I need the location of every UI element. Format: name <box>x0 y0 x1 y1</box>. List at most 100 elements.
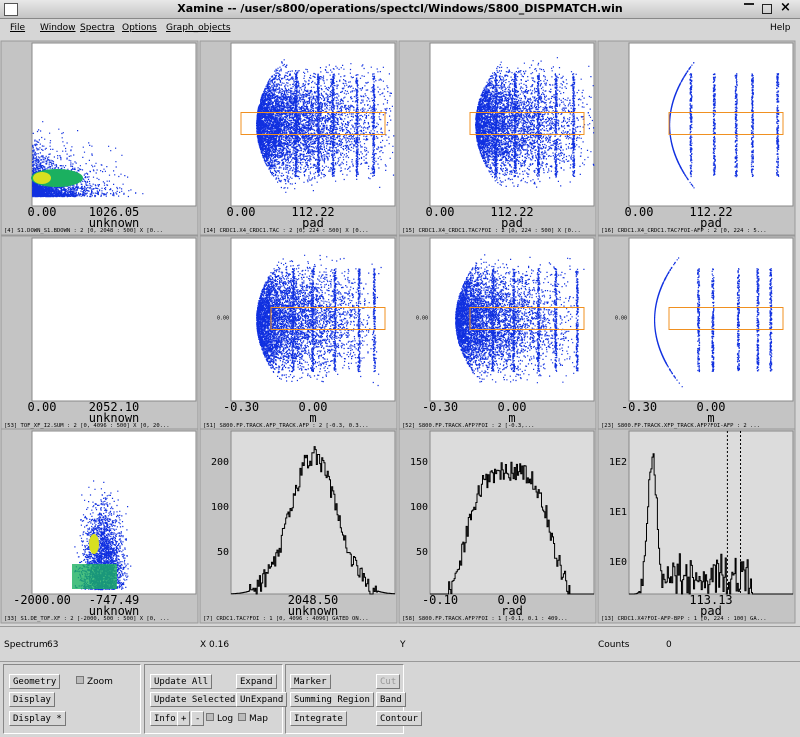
scatter <box>736 268 740 372</box>
scatter <box>513 73 517 177</box>
x-tick-label: -0.30 <box>422 400 458 414</box>
menu-item[interactable]: Window <box>40 23 76 33</box>
density <box>72 564 117 589</box>
scatter <box>256 59 395 193</box>
menu-item[interactable]: Options <box>122 23 157 33</box>
y-tick-label: 50 <box>416 547 428 558</box>
plot-content <box>629 431 793 595</box>
scatter <box>316 73 320 177</box>
scatter <box>554 73 558 177</box>
menu-item[interactable]: File <box>10 23 26 33</box>
y-tick-label: 0.00 <box>416 316 428 322</box>
pane-caption: [52] S800.FP.TRACK.AFP?FOI : 2 [-0.3,... <box>402 423 534 429</box>
plot-content <box>256 254 382 387</box>
x-tick-label: -0.30 <box>223 400 259 414</box>
checkbox-label: Log <box>217 714 234 724</box>
status-x: X 0.16 <box>200 640 230 650</box>
y-tick-label: 1E1 <box>609 507 627 518</box>
status-value: 0 <box>666 640 672 650</box>
maximize-button[interactable] <box>744 3 754 15</box>
y-tick-label: 50 <box>217 547 229 558</box>
scatter <box>455 254 585 384</box>
scatter <box>372 268 376 373</box>
close-button[interactable]: × <box>780 0 791 15</box>
gate <box>270 307 386 330</box>
gate <box>469 307 585 330</box>
plot-content <box>256 59 395 193</box>
y-tick-label: 1E2 <box>609 457 627 468</box>
scatter <box>536 73 540 177</box>
x-tick-label: 0.00 <box>28 400 57 414</box>
y-tick-label: 0.00 <box>217 316 229 322</box>
x-tick-label: 0.00 <box>227 205 256 219</box>
button[interactable]: UnExpand <box>236 692 288 707</box>
scatter <box>689 73 693 178</box>
checkbox[interactable]: Map <box>238 713 268 724</box>
plot-content <box>654 257 773 388</box>
button[interactable]: Marker <box>290 674 331 689</box>
scatter <box>575 268 579 372</box>
button[interactable]: Update All <box>150 674 213 689</box>
x-tick-label: 2052.10 <box>89 400 140 414</box>
checkbox[interactable]: Log <box>206 713 233 724</box>
scatter <box>769 268 773 372</box>
scatter <box>475 57 595 188</box>
button[interactable]: Integrate <box>290 711 347 726</box>
button[interactable]: Display <box>9 692 55 707</box>
scatter <box>494 73 498 177</box>
x-tick-label: 0.00 <box>498 593 527 607</box>
button[interactable]: Display * <box>9 711 66 726</box>
scatter <box>331 73 335 177</box>
menu-item[interactable]: Spectra <box>80 23 115 33</box>
menu-item[interactable]: Graph_objects <box>166 23 231 33</box>
axis-title: pad <box>700 604 722 618</box>
pane-caption: [53] TOF_XF_I2.SUM : 2 [0, 4096 : 500] X… <box>4 423 170 429</box>
checkbox[interactable]: Zoom <box>76 676 113 687</box>
pane-caption: [51] S800.FP.TRACK.AFP_TRACK.AFP : 2 [-0… <box>203 423 369 429</box>
plot-area <box>429 237 595 402</box>
x-tick-label: 113.13 <box>689 593 732 607</box>
x-tick-label: 112.22 <box>689 205 732 219</box>
pane-caption: [15] CRDC1.X4_CRDC1.TAC?FOI : 2 [0, 224 … <box>402 228 581 234</box>
button[interactable]: Expand <box>236 674 277 689</box>
scatter <box>74 480 132 591</box>
button[interactable]: Summing Region <box>290 692 374 707</box>
pane-caption: [33] S1.DE_TOF.XF : 2 [-2000, 500 : 500]… <box>4 616 170 622</box>
scatter <box>669 62 695 189</box>
pane-caption: [58] S800.FP.TRACK.AFP?FOI : 1 [-0.1, 0.… <box>402 616 568 622</box>
density <box>33 172 51 184</box>
density <box>89 534 99 554</box>
histogram <box>629 453 793 595</box>
button[interactable]: Info <box>150 711 180 726</box>
x-tick-label: 0.00 <box>426 205 455 219</box>
plot-content <box>31 121 144 198</box>
scatter <box>294 73 298 178</box>
button[interactable]: Geometry <box>9 674 61 689</box>
axis-title: pad <box>501 216 523 230</box>
y-tick-label: 200 <box>211 457 229 468</box>
button[interactable]: - <box>191 711 205 726</box>
scatter <box>311 268 315 372</box>
axis-title: m <box>707 411 714 425</box>
axis-title: pad <box>302 216 324 230</box>
plot-content <box>669 62 780 189</box>
button[interactable]: + <box>177 711 191 726</box>
button[interactable]: Contour <box>376 711 422 726</box>
restore-button[interactable] <box>762 4 772 14</box>
button[interactable]: Band <box>376 692 406 707</box>
scatter <box>696 268 701 373</box>
scatter <box>537 268 541 372</box>
pane-caption: [7] CRDC1.TAC?FOI : 1 [0, 4096 : 4096] G… <box>203 616 369 622</box>
button[interactable]: Update Selected <box>150 692 240 707</box>
plot-area <box>31 237 197 402</box>
pane-caption: [23] S800.FP.TRACK.XFP_TRACK.AFP?FOI-AFP… <box>601 423 760 429</box>
scatter <box>572 73 576 177</box>
axis-title: unknown <box>89 216 140 230</box>
menu-item[interactable]: Help <box>770 23 791 33</box>
scatter <box>776 73 780 177</box>
y-tick-label: 100 <box>410 502 428 513</box>
status-y: Y <box>400 640 406 650</box>
y-tick-label: 150 <box>410 457 428 468</box>
plot-area <box>230 430 396 595</box>
